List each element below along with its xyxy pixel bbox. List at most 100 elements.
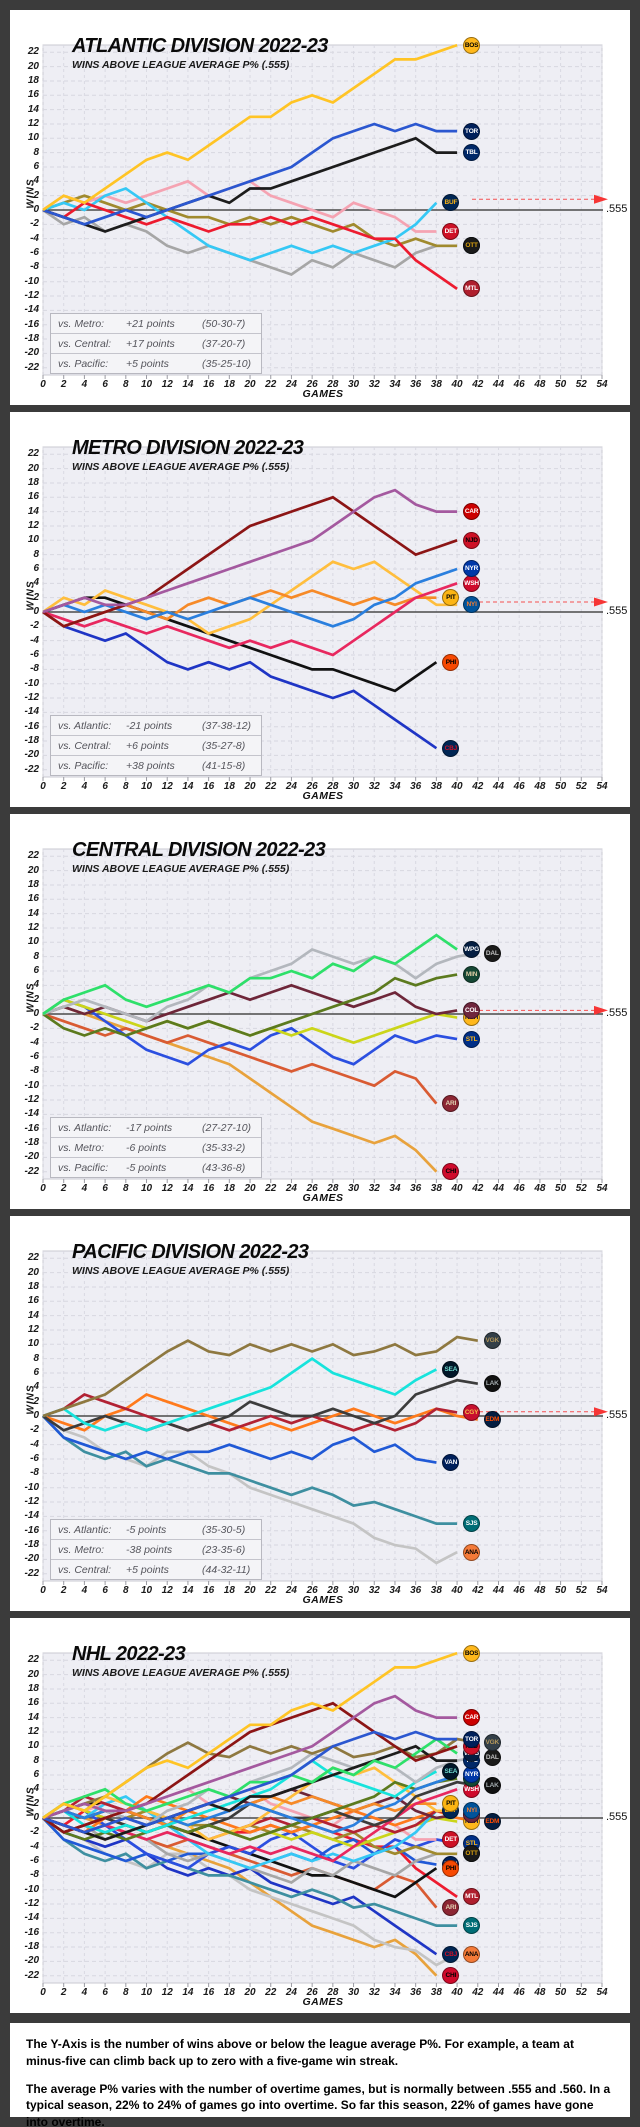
team-line-tbl: [42, 136, 458, 233]
y-tick-label: 14: [27, 907, 39, 919]
logo-ari-icon: ARI: [442, 1095, 460, 1113]
y-tick-label: -22: [24, 763, 39, 775]
y-tick-label: 8: [33, 950, 39, 962]
y-tick-label: 0: [33, 606, 39, 617]
y-tick-label: 22: [27, 46, 39, 58]
y-tick-label: 4: [33, 979, 39, 991]
vs-records-box: vs. Atlantic: -17 points (27-27-10) vs. Me…: [50, 1117, 262, 1178]
vs-record-row: vs. Atlantic: -5 points (35-30-5): [51, 1520, 261, 1540]
logo-chi-icon: CHI: [442, 1163, 460, 1181]
logo-sea-icon: SEA: [442, 1762, 460, 1780]
team-line-tbl: [42, 1744, 458, 1841]
x-tick-label: 50: [555, 379, 567, 390]
x-tick-label: 24: [285, 379, 297, 390]
y-tick-label: -8: [30, 261, 39, 273]
x-tick-label: 24: [285, 1183, 297, 1194]
y-tick-label: 14: [27, 1711, 39, 1723]
logo-stl-icon: STL: [463, 1030, 481, 1048]
y-tick-label: -6: [30, 247, 39, 259]
team-line-dal: [42, 948, 479, 1023]
y-tick-label: 20: [27, 1266, 39, 1278]
logo-car-icon: CAR: [463, 503, 481, 521]
x-tick-label: 30: [347, 1987, 360, 1998]
logo-nyi-icon: NYI: [463, 1802, 481, 1820]
vs-points: +38 points: [126, 759, 175, 772]
logo-phi-icon: PHI: [442, 1859, 460, 1877]
logo-nyi-icon: NYI: [463, 596, 481, 614]
y-tick-label: 22: [27, 1654, 39, 1666]
logo-dal-icon: DAL: [483, 944, 501, 962]
x-tick-label: 12: [161, 1585, 173, 1596]
x-tick-label: 20: [244, 1183, 256, 1194]
y-tick-label: -6: [30, 1051, 39, 1063]
vs-record-row: vs. Atlantic: -17 points (27-27-10): [51, 1118, 261, 1138]
x-tick-label: 44: [492, 379, 505, 390]
x-tick-label: 24: [285, 1987, 297, 1998]
x-tick-label: 36: [410, 1585, 422, 1596]
x-tick-label: 40: [451, 1987, 463, 1998]
x-tick-label: 52: [575, 379, 587, 390]
x-tick-label: 44: [492, 1183, 505, 1194]
y-tick-label: 14: [27, 103, 39, 115]
y-tick-label: -8: [30, 1869, 39, 1881]
x-tick-label: 2: [60, 1585, 67, 1596]
x-tick-label: 4: [81, 379, 88, 390]
y-tick-label: -16: [24, 1122, 39, 1134]
y-tick-label: -12: [24, 1898, 39, 1910]
x-tick-label: 14: [182, 1183, 194, 1194]
x-tick-label: 46: [513, 1987, 525, 1998]
y-tick-label: 14: [27, 1309, 39, 1321]
team-line-njd: [42, 495, 458, 628]
x-tick-label: 46: [513, 379, 525, 390]
y-tick-label: 0: [33, 1410, 39, 1421]
x-tick-label: 46: [513, 781, 525, 792]
y-tick-label: 20: [27, 1668, 39, 1680]
x-tick-label: 20: [244, 781, 256, 792]
y-tick-label: -12: [24, 1496, 39, 1508]
x-tick-label: 16: [203, 1183, 215, 1194]
x-tick-label: 48: [534, 781, 546, 792]
y-tick-label: -14: [24, 1912, 39, 1924]
x-tick-label: 48: [534, 379, 546, 390]
x-tick-label: 8: [123, 379, 129, 390]
x-tick-label: 30: [347, 781, 360, 792]
x-tick-label: 2: [60, 781, 67, 792]
vs-record-row: vs. Metro: -6 points (35-33-2): [51, 1138, 261, 1158]
team-line-buf: [42, 186, 438, 262]
vs-record-row: vs. Central: +17 points (37-20-7): [51, 334, 261, 354]
vs-record-row: vs. Central: +5 points (44-32-11): [51, 1560, 261, 1579]
vs-record: (37-20-7): [202, 337, 246, 350]
y-tick-label: -4: [30, 1840, 39, 1852]
x-tick-label: 8: [123, 1585, 129, 1596]
y-tick-label: -20: [24, 1151, 39, 1163]
x-tick-label: 52: [575, 1183, 587, 1194]
team-line-njd: [42, 1701, 458, 1834]
nhl-chart-panel: NHL 2022-23 WINS ABOVE LEAGUE AVERAGE P%…: [10, 1618, 630, 2013]
x-tick-label: 18: [223, 781, 235, 792]
x-tick-label: 54: [596, 379, 608, 390]
x-tick-label: 54: [596, 1987, 608, 1998]
x-tick-label: 0: [40, 1987, 46, 1998]
vs-points: +6 points: [126, 739, 169, 752]
y-tick-label: -14: [24, 1510, 39, 1522]
x-tick-label: 52: [575, 781, 587, 792]
y-tick-label: -6: [30, 1453, 39, 1465]
logo-bos-icon: BOS: [463, 1644, 481, 1662]
team-line-cgy: [42, 1392, 458, 1432]
y-tick-label: -4: [30, 1438, 39, 1450]
logo-sjs-icon: SJS: [463, 1917, 481, 1935]
team-line-van: [42, 1415, 437, 1464]
x-tick-label: 32: [368, 1183, 380, 1194]
x-tick-label: 54: [596, 1585, 608, 1596]
x-tick-label: 12: [161, 1183, 173, 1194]
team-line-car: [42, 488, 458, 614]
y-tick-label: 2: [33, 1395, 39, 1407]
y-tick-label: 22: [27, 850, 39, 862]
logo-lak-icon: LAK: [483, 1375, 501, 1393]
pacific-division-chart-panel: PACIFIC DIVISION 2022-23 WINS ABOVE LEAG…: [10, 1216, 630, 1611]
team-line-wsh: [42, 1788, 458, 1863]
x-tick-label: 8: [123, 1987, 129, 1998]
y-tick-label: 8: [33, 1352, 39, 1364]
x-tick-label: 28: [327, 781, 339, 792]
team-line-nyi: [42, 1766, 458, 1842]
